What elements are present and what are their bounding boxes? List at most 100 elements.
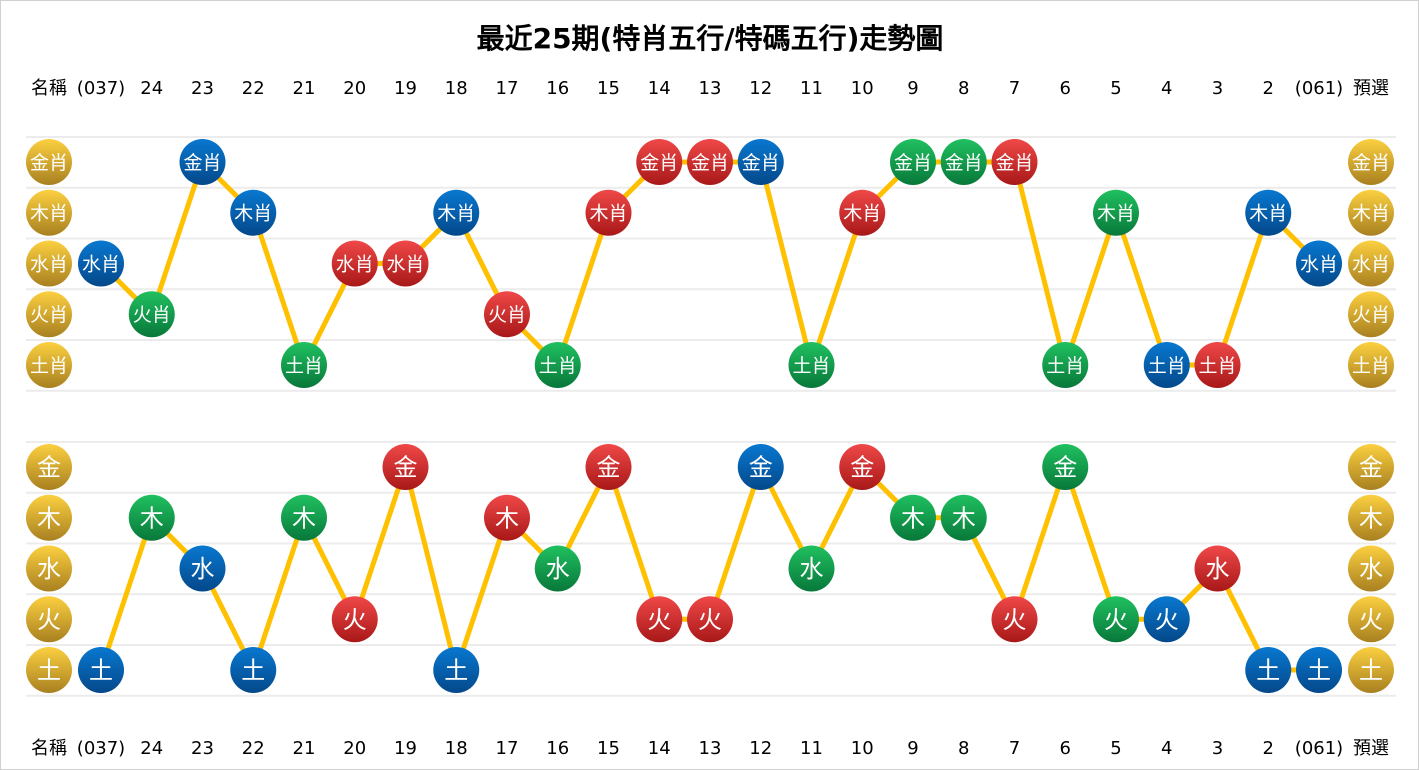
header-period-label: (061) [1295, 738, 1343, 759]
data-ball-label: 土肖 [1198, 355, 1236, 377]
header-period-label: 11 [800, 738, 823, 759]
data-ball [890, 494, 936, 541]
data-ball-label: 金肖 [183, 152, 221, 174]
header-period-label: 21 [293, 78, 316, 99]
data-ball-label: 金 [1053, 454, 1077, 482]
data-ball [128, 291, 175, 338]
data-ball [281, 494, 327, 541]
data-ball-label: 土 [444, 657, 468, 685]
header-period-label: (061) [1295, 78, 1343, 99]
legend-ball-left-label: 木肖 [30, 203, 68, 225]
legend-ball-right-label: 水 [1359, 555, 1383, 583]
legend-ball-left [26, 545, 72, 592]
data-ball-label: 火 [647, 606, 671, 634]
legend-ball-left-label: 水 [37, 555, 61, 583]
header-period-label: 17 [496, 78, 519, 99]
legend-ball-right-label: 木肖 [1352, 203, 1390, 225]
data-ball [636, 596, 683, 643]
data-ball [1042, 342, 1089, 388]
data-ball-label: 金肖 [894, 152, 932, 174]
data-ball [585, 189, 632, 236]
legend-ball-right [1348, 240, 1394, 287]
data-ball-label: 金 [597, 454, 621, 482]
header-period-label: (037) [77, 738, 125, 759]
data-ball-label: 水肖 [386, 253, 424, 275]
legend-ball-left-label: 金 [37, 454, 61, 482]
data-ball-label: 土肖 [285, 355, 323, 377]
header-period-label: 2 [1263, 738, 1274, 759]
data-ball [839, 444, 886, 490]
data-ball-label: 土肖 [792, 355, 830, 377]
data-ball [78, 647, 124, 693]
data-ball [636, 139, 683, 185]
data-ball [179, 139, 226, 185]
header-period-label: 20 [343, 738, 366, 759]
data-ball-label: 金肖 [640, 152, 678, 174]
data-ball-label: 火 [1003, 606, 1027, 634]
data-ball [1296, 240, 1342, 287]
data-ball-label: 金肖 [995, 152, 1033, 174]
legend-ball-right-label: 水肖 [1352, 253, 1390, 275]
data-ball [382, 240, 429, 287]
data-ball [1296, 647, 1342, 693]
header-period-label: 22 [242, 738, 265, 759]
data-ball [991, 596, 1038, 643]
data-ball [1143, 596, 1190, 643]
data-ball-label: 火 [1155, 606, 1179, 634]
header-period-label: 16 [546, 78, 569, 99]
header-name-label: 名稱 [31, 78, 67, 99]
header-period-label: 10 [851, 738, 874, 759]
header-period-label: 18 [445, 738, 468, 759]
header-period-label: 14 [648, 738, 671, 759]
data-ball [1042, 444, 1089, 490]
data-ball-label: 土 [1256, 657, 1280, 685]
legend-ball-right-label: 木 [1359, 504, 1383, 532]
data-ball-label: 木肖 [234, 203, 272, 225]
legend-ball-left [26, 444, 72, 490]
header-period-label: 6 [1060, 738, 1071, 759]
legend-ball-left-label: 水肖 [30, 253, 68, 275]
data-ball-label: 水 [800, 555, 824, 583]
header-period-label: 4 [1161, 78, 1172, 99]
data-ball-label: 金 [394, 454, 418, 482]
data-ball [687, 596, 733, 643]
legend-ball-right-label: 土肖 [1352, 355, 1390, 377]
header-preselect-label: 預選 [1353, 738, 1389, 759]
data-ball [382, 444, 429, 490]
legend-ball-right-label: 金 [1359, 454, 1383, 482]
data-ball [433, 647, 480, 693]
data-ball [1194, 545, 1241, 592]
legend-ball-left [26, 494, 72, 541]
legend-ball-left [26, 189, 72, 236]
header-period-label: 24 [140, 738, 163, 759]
data-ball [940, 494, 987, 541]
data-ball-label: 水肖 [82, 253, 120, 275]
header-preselect-label: 預選 [1353, 78, 1389, 99]
data-ball-label: 火肖 [488, 304, 526, 326]
legend-ball-right [1348, 647, 1394, 693]
legend-ball-right-label: 火 [1359, 606, 1383, 634]
legend-ball-right-label: 金肖 [1352, 152, 1390, 174]
header-period-label: 8 [958, 78, 969, 99]
header-period-label: 19 [394, 738, 417, 759]
header-period-label: 5 [1110, 78, 1121, 99]
header-period-label: 3 [1212, 738, 1223, 759]
legend-ball-right [1348, 189, 1394, 236]
header-period-label: 9 [907, 738, 918, 759]
header-period-label: 2 [1263, 78, 1274, 99]
data-ball-label: 木 [140, 504, 164, 532]
legend-ball-right [1348, 291, 1394, 338]
data-ball [1093, 596, 1139, 643]
data-ball-label: 金 [850, 454, 874, 482]
data-ball-label: 火 [343, 606, 367, 634]
legend-ball-right [1348, 596, 1394, 643]
data-ball-label: 水 [546, 555, 570, 583]
legend-ball-left [26, 647, 72, 693]
legend-ball-left [26, 139, 72, 185]
data-ball-label: 水肖 [336, 253, 374, 275]
data-ball-label: 水 [1206, 555, 1230, 583]
data-ball-label: 木 [495, 504, 519, 532]
header-period-label: 23 [191, 738, 214, 759]
